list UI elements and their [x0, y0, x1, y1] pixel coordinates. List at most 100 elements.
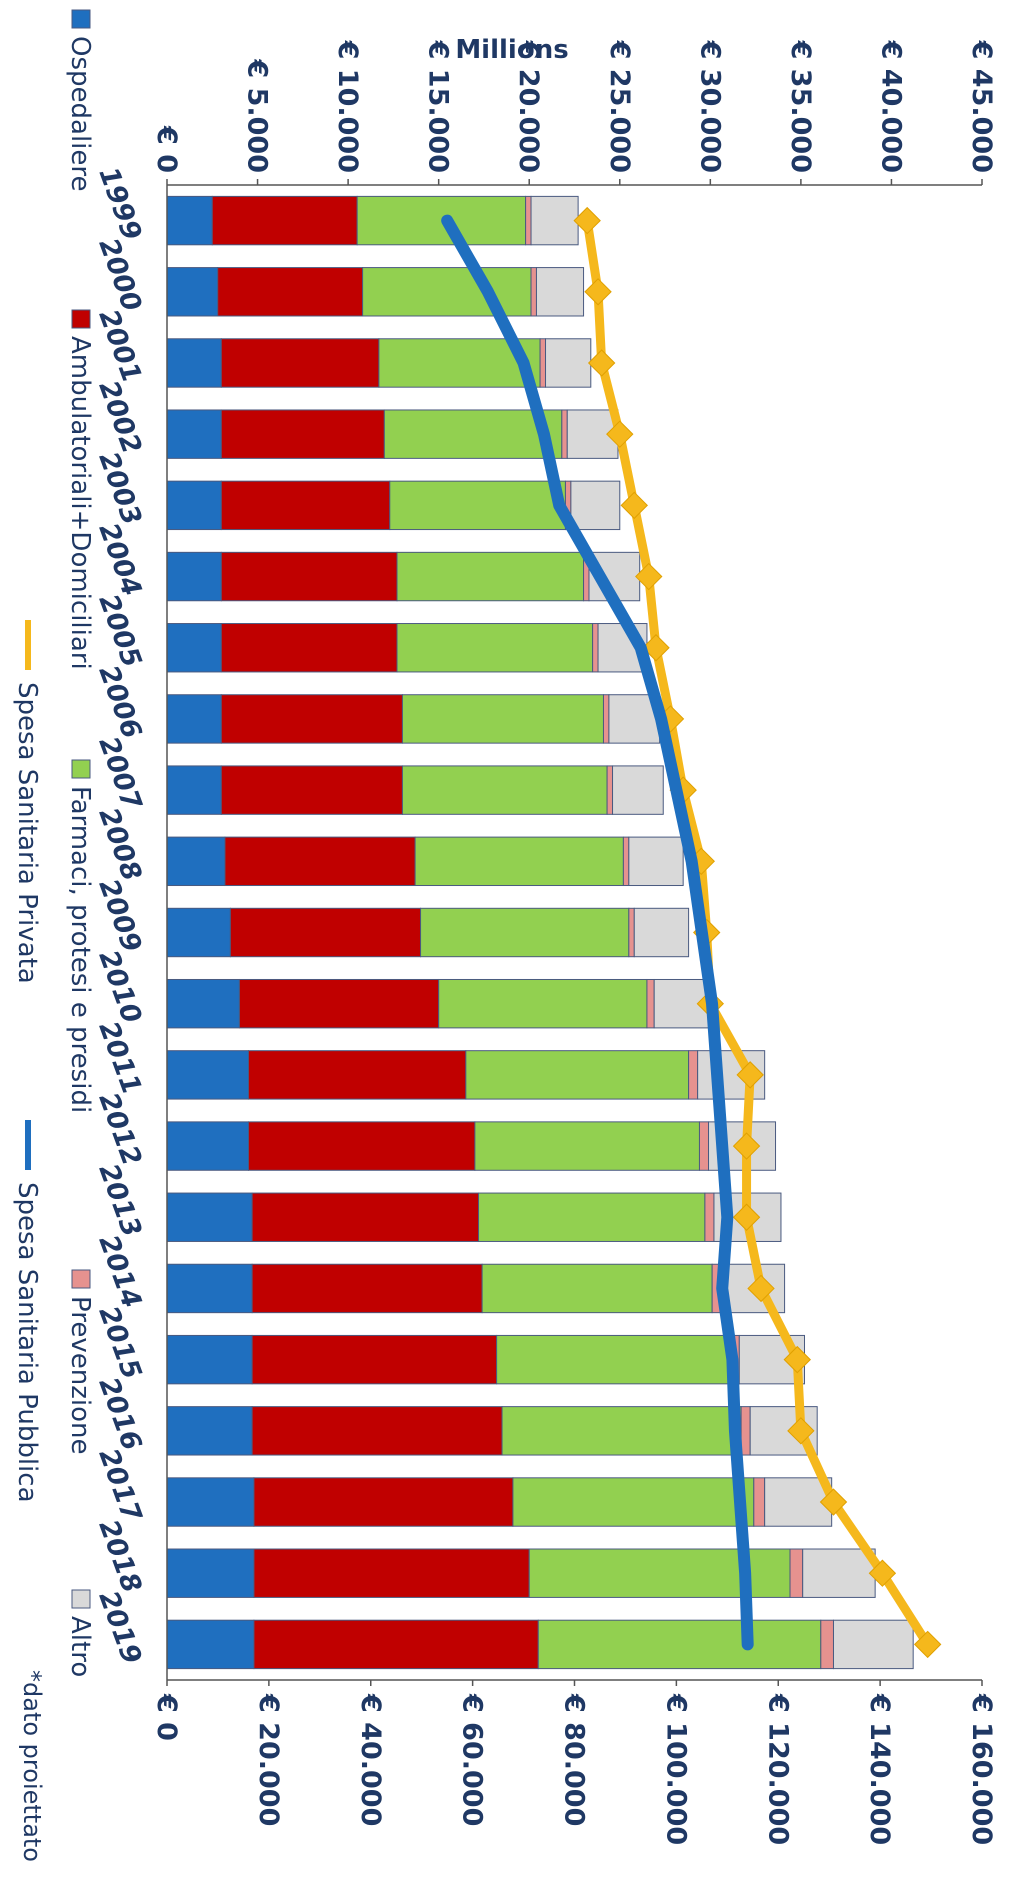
bar-altro-1999: [530, 195, 579, 246]
bar-ospedaliere-2000: [166, 267, 219, 317]
x-tick-label-2017: 2017: [92, 1445, 147, 1526]
bar-ambulatoriali-domiciliari-1999: [211, 195, 358, 246]
y-left-tick-label: € 20.000: [513, 40, 544, 173]
x-tick-label-2001: 2001: [92, 306, 147, 387]
x-tick-label-2008: 2008: [92, 804, 147, 885]
y-right-tick-label: € 120.000: [762, 1693, 793, 1845]
bar-farmaci-protesi-e-presidi-2003: [389, 480, 566, 531]
y-axis-label: Millions: [455, 35, 568, 65]
bar-prevenzione-2016: [740, 1406, 751, 1456]
x-tick-label-2011: 2011: [92, 1017, 147, 1098]
bar-ambulatoriali-domiciliari-2001: [220, 338, 380, 388]
bar-ospedaliere-2015: [166, 1334, 253, 1385]
bar-farmaci-protesi-e-presidi-2006: [401, 694, 604, 744]
legend-label-ospedaliere: Ospedaliere: [65, 36, 95, 192]
bar-prevenzione-2018: [789, 1548, 804, 1598]
bar-altro-2000: [535, 267, 585, 317]
bar-ambulatoriali-domiciliari-2010: [238, 978, 440, 1029]
bar-ospedaliere-2006: [166, 694, 222, 744]
legend-label-ambulatoriali-domiciliari: Ambulatoriali+Domiciliari: [65, 336, 95, 670]
bar-ambulatoriali-domiciliari-2019: [253, 1619, 539, 1670]
legend-swatch-farmaci-protesi-e-presidi: [71, 759, 91, 779]
bar-prevenzione-2008: [622, 836, 630, 887]
bar-ospedaliere-2008: [166, 836, 226, 887]
bar-farmaci-protesi-e-presidi-2017: [512, 1477, 755, 1527]
bar-ambulatoriali-domiciliari-2013: [251, 1192, 480, 1242]
bar-farmaci-protesi-e-presidi-2019: [537, 1619, 822, 1670]
bar-ospedaliere-2019: [166, 1619, 255, 1670]
bar-ospedaliere-2007: [166, 765, 222, 815]
bar-ambulatoriali-domiciliari-2015: [251, 1334, 498, 1385]
x-tick-label-2018: 2018: [92, 1516, 147, 1597]
y-left-tick-label: € 0: [151, 125, 182, 173]
bar-ambulatoriali-domiciliari-2012: [248, 1121, 476, 1171]
bar-ospedaliere-2010: [166, 978, 240, 1029]
bar-ambulatoriali-domiciliari-2016: [251, 1406, 503, 1456]
x-tick-label-2016: 2016: [92, 1373, 147, 1454]
bar-prevenzione-1999: [525, 195, 532, 246]
bar-farmaci-protesi-e-presidi-2009: [420, 907, 630, 958]
bar-altro-2008: [628, 836, 684, 887]
y-right-tick-label: € 160.000: [966, 1693, 997, 1845]
x-tick-label-2000: 2000: [92, 234, 147, 315]
point-spesa-sanitaria-privata-2014: [747, 1274, 775, 1303]
y-left-tick-label: € 25.000: [604, 40, 635, 173]
legend-label-spesa-sanitaria-privata: Spesa Sanitaria Privata: [12, 682, 42, 984]
point-spesa-sanitaria-privata-2018: [868, 1559, 897, 1587]
bar-prevenzione-2006: [602, 694, 610, 744]
bar-farmaci-protesi-e-presidi-2000: [362, 267, 532, 317]
bar-prevenzione-2009: [628, 907, 635, 958]
bar-ospedaliere-2012: [166, 1121, 249, 1171]
y-left-tick-label: € 40.000: [875, 40, 906, 173]
point-spesa-sanitaria-privata-2015: [783, 1345, 811, 1374]
bar-ambulatoriali-domiciliari-2017: [253, 1477, 514, 1527]
bar-farmaci-protesi-e-presidi-2012: [474, 1121, 700, 1171]
y-right-tick-label: € 20.000: [253, 1693, 284, 1826]
x-tick-label-2005: 2005: [92, 590, 147, 671]
y-left-tick-label: € 15.000: [423, 40, 454, 173]
legend-swatch-prevenzione: [71, 1269, 91, 1289]
x-tick-label-1999: 1999: [92, 163, 147, 244]
y-left-tick-label: € 5.000: [242, 58, 273, 173]
bar-ospedaliere-2009: [166, 907, 231, 958]
bar-ospedaliere-2003: [166, 480, 222, 531]
bar-ambulatoriali-domiciliari-2008: [224, 836, 416, 887]
y-right-tick-label: € 80.000: [559, 1693, 590, 1826]
point-spesa-sanitaria-privata-2001: [587, 349, 616, 377]
bar-ambulatoriali-domiciliari-2018: [253, 1548, 530, 1598]
bar-prevenzione-2011: [688, 1050, 699, 1100]
legend-label-altro: Altro: [65, 1616, 95, 1677]
bar-prevenzione-2005: [592, 623, 599, 673]
legend-label-farmaci-protesi-e-presidi: Farmaci, protesi e presidi: [65, 786, 95, 1113]
bar-farmaci-protesi-e-presidi-2010: [438, 978, 648, 1029]
bar-farmaci-protesi-e-presidi-2008: [414, 836, 624, 887]
bar-ambulatoriali-domiciliari-2003: [220, 480, 391, 531]
point-spesa-sanitaria-privata-2012: [732, 1132, 761, 1160]
bar-altro-2018: [802, 1548, 876, 1598]
x-tick-label-2012: 2012: [92, 1089, 147, 1170]
bar-ospedaliere-2018: [166, 1548, 255, 1598]
bar-prevenzione-2010: [646, 978, 655, 1029]
bar-ambulatoriali-domiciliari-2004: [220, 551, 398, 602]
x-tick-label-2009: 2009: [92, 875, 147, 956]
bar-altro-2007: [612, 765, 664, 815]
x-tick-label-2013: 2013: [92, 1160, 147, 1241]
x-tick-label-2004: 2004: [92, 519, 147, 600]
bar-ospedaliere-2011: [166, 1050, 249, 1100]
point-spesa-sanitaria-privata-2011: [736, 1061, 764, 1089]
y-left-tick-label: € 35.000: [785, 40, 816, 173]
bar-ospedaliere-2014: [166, 1263, 253, 1314]
bar-farmaci-protesi-e-presidi-2005: [396, 623, 594, 673]
bar-farmaci-protesi-e-presidi-2007: [401, 765, 608, 815]
bar-altro-2019: [832, 1619, 914, 1670]
y-left-tick-label: € 45.000: [966, 40, 997, 173]
point-spesa-sanitaria-privata-2003: [620, 491, 648, 520]
bar-altro-2003: [570, 480, 621, 531]
legend-swatch-ambulatoriali-domiciliari: [71, 309, 91, 329]
bar-altro-2001: [545, 338, 592, 388]
bar-ambulatoriali-domiciliari-2000: [217, 267, 364, 317]
y-left-tick-label: € 30.000: [694, 40, 725, 173]
bar-farmaci-protesi-e-presidi-2014: [481, 1263, 713, 1314]
point-spesa-sanitaria-privata-2019: [913, 1630, 942, 1659]
point-spesa-sanitaria-privata-2013: [732, 1203, 761, 1231]
